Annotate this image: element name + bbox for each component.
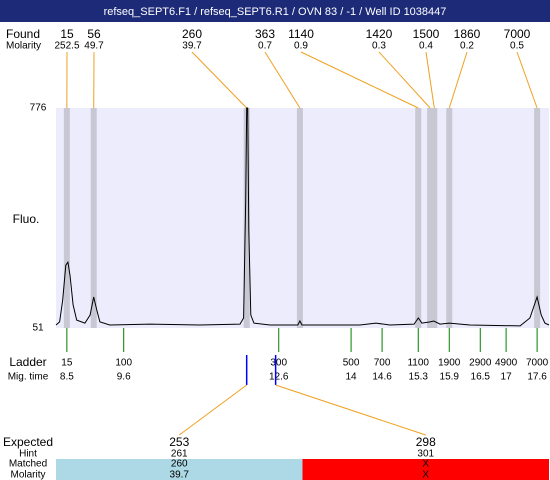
expected-label: Expected	[3, 435, 53, 449]
expected-molarity-label: Molarity	[10, 470, 45, 480]
ladder-mig-time: 15.3	[409, 372, 429, 383]
ladder-size: 4900	[495, 358, 518, 369]
peak-connector	[191, 51, 248, 109]
hint-label: Hint	[19, 449, 37, 460]
found-size: 1500	[413, 27, 440, 41]
ladder-size: 300	[270, 358, 287, 369]
found-size: 1860	[454, 27, 481, 41]
ladder-mig-time: 8.5	[60, 372, 74, 383]
y-axis-label: Fluo.	[13, 212, 40, 226]
ladder-size: 15	[61, 358, 73, 369]
expected-molarity: 39.7	[170, 470, 190, 480]
found-size: 1140	[288, 27, 314, 41]
found-size: 1420	[366, 27, 393, 41]
peak-connector	[448, 51, 468, 109]
expected-connector	[275, 384, 426, 436]
found-molarity: 39.7	[182, 41, 202, 52]
found-molarity-label: Molarity	[6, 41, 41, 52]
found-size: 56	[87, 27, 101, 41]
found-molarity: 252.5	[54, 41, 79, 52]
ladder-size: 1100	[407, 358, 429, 369]
peak-band	[90, 108, 97, 328]
ladder-label: Ladder	[9, 355, 46, 369]
peak-band	[534, 108, 541, 328]
ladder-size: 700	[374, 358, 391, 369]
expected-matched: X	[422, 459, 429, 470]
expected-hint: 261	[171, 449, 188, 460]
peak-connector	[516, 51, 538, 109]
peak-connector	[378, 51, 431, 109]
trace	[55, 107, 550, 327]
matched-label: Matched	[9, 459, 47, 470]
peak-connector	[425, 51, 435, 109]
ladder-mig-time: 12.6	[269, 372, 289, 383]
expected-hint: 301	[417, 449, 434, 460]
found-size: 7000	[504, 27, 531, 41]
peak-band	[243, 108, 250, 328]
found-molarity: 0.3	[372, 41, 386, 52]
match-cell	[302, 459, 549, 480]
expected-connector	[178, 384, 247, 436]
found-molarity: 0.9	[294, 41, 308, 52]
peak-band	[431, 108, 438, 328]
found-size: 260	[182, 27, 202, 41]
ladder-mig-time: 9.6	[117, 372, 131, 383]
peak-band	[415, 108, 422, 328]
found-molarity: 49.7	[84, 41, 104, 52]
ladder-size: 500	[343, 358, 360, 369]
y-tick-label: 51	[32, 323, 44, 334]
expected-matched: 260	[171, 459, 188, 470]
expected-size: 298	[416, 435, 436, 449]
peak-band	[296, 108, 303, 328]
peak-band	[427, 108, 434, 328]
match-cell	[56, 459, 303, 480]
expected-size: 253	[169, 435, 189, 449]
y-tick-label: 776	[30, 103, 47, 114]
title-bar	[0, 0, 550, 22]
found-molarity: 0.5	[510, 41, 524, 52]
found-size: 363	[255, 27, 275, 41]
ladder-mig-time: 17.6	[527, 372, 547, 383]
found-molarity: 0.4	[419, 41, 433, 52]
peak-band	[63, 108, 70, 328]
ladder-mig-time: 15.9	[440, 372, 460, 383]
found-label: Found	[6, 27, 40, 41]
peak-connector	[264, 51, 301, 109]
ladder-size: 1900	[438, 358, 461, 369]
peak-connector	[300, 51, 419, 109]
ladder-size: 100	[115, 358, 132, 369]
expected-molarity: X	[422, 470, 429, 480]
ladder-mig-time: 17	[501, 372, 513, 383]
ladder-size: 2900	[469, 358, 492, 369]
ladder-mig-time: 16.5	[471, 372, 491, 383]
found-molarity: 0.2	[460, 41, 474, 52]
peak-band	[446, 108, 453, 328]
found-molarity: 0.7	[258, 41, 272, 52]
ladder-mig-time: 14.6	[372, 372, 392, 383]
mig-time-label: Mig. time	[8, 372, 49, 383]
title: refseq_SEPT6.F1 / refseq_SEPT6.R1 / OVN …	[104, 6, 447, 18]
ladder-size: 7000	[526, 358, 549, 369]
found-size: 15	[60, 27, 74, 41]
ladder-mig-time: 14	[346, 372, 358, 383]
